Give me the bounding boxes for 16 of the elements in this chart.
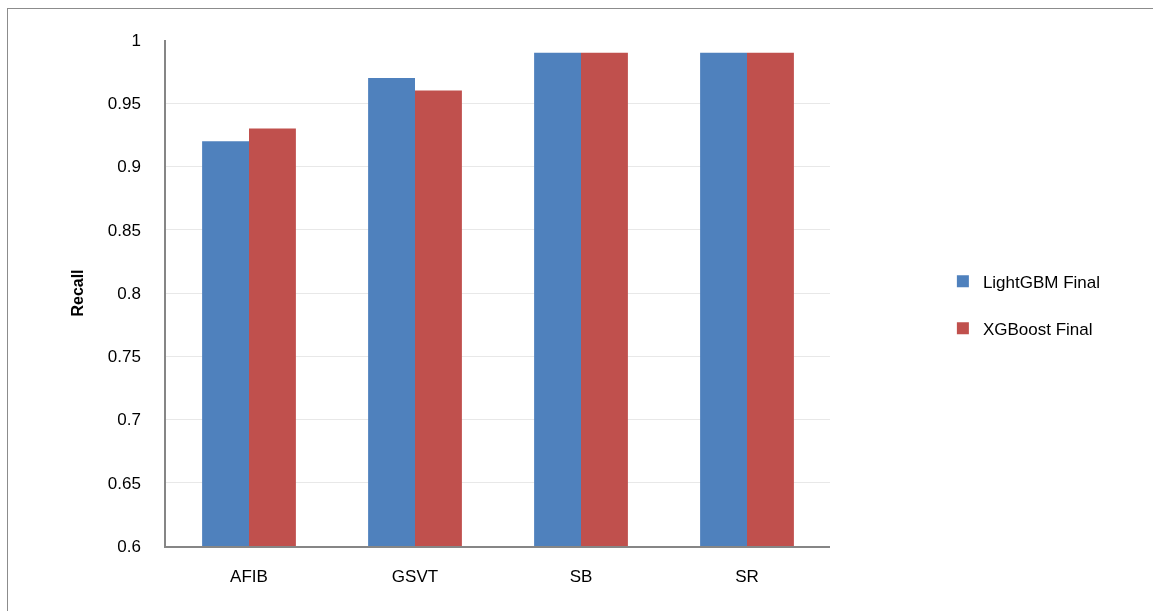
x-tick-label: SB [569,567,593,587]
x-tick-label: GSVT [391,567,439,587]
y-tick-label: 0.95 [107,94,141,114]
x-tick-label: SR [735,567,759,587]
y-tick-label: 0.9 [117,157,141,177]
legend-label: LightGBM Final [982,272,1101,292]
legend-label: XGBoost Final [982,319,1093,339]
x-tick-label: AFIB [230,567,268,587]
y-tick-label: 0.75 [107,347,141,367]
y-tick-label: 0.65 [107,473,141,493]
y-axis-title: Recall [69,269,87,317]
y-tick-label: 0.6 [117,536,141,556]
y-tick-label: 0.85 [107,220,141,240]
y-tick-label: 0.8 [117,283,141,303]
y-tick-label: 0.7 [117,410,141,430]
y-tick-label: 1 [131,30,141,50]
